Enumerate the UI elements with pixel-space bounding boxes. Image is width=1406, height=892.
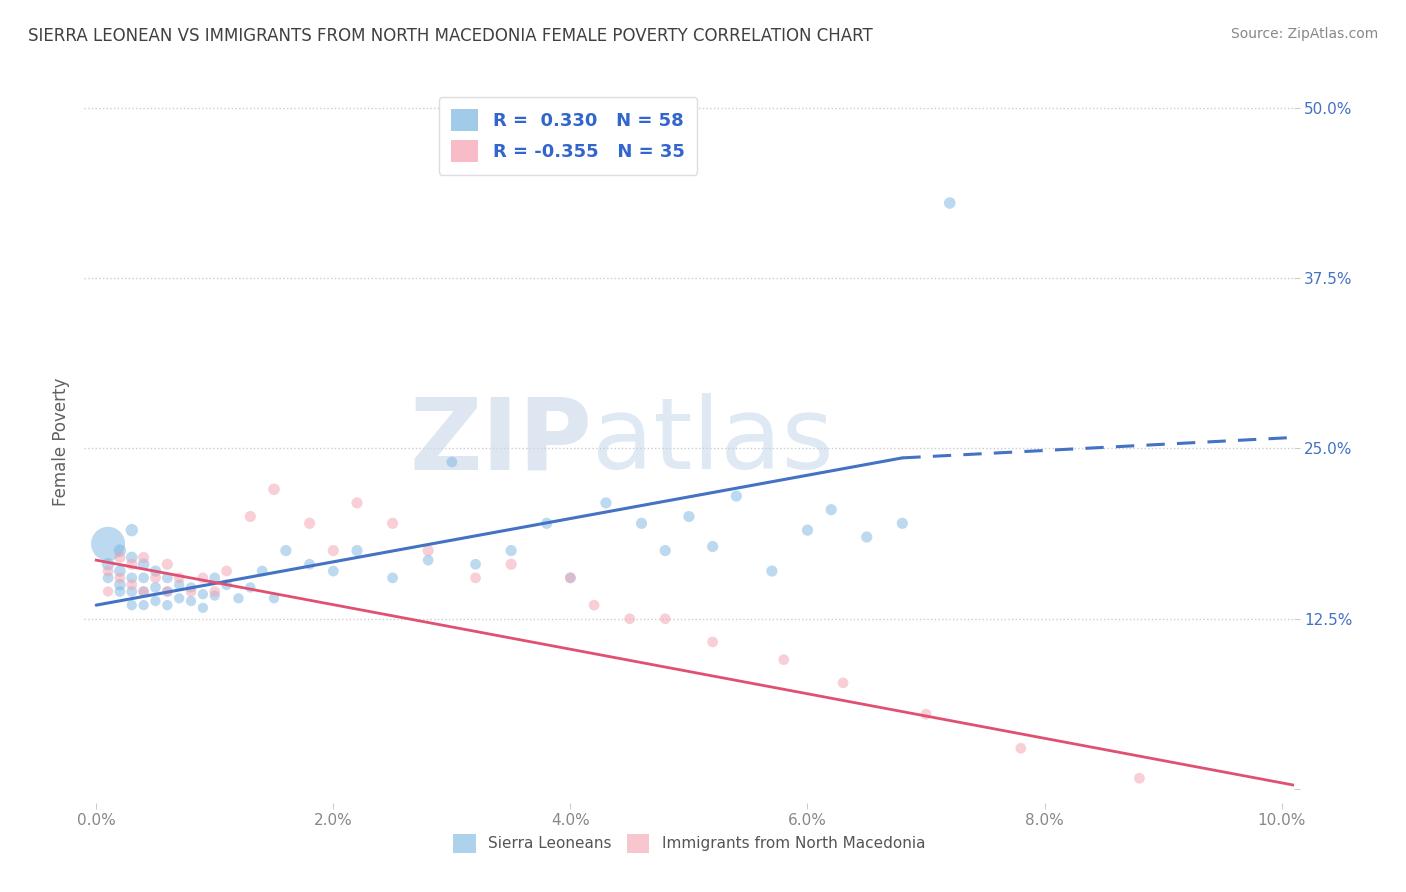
Point: [191, 571, 214, 585]
Point: [346, 496, 368, 510]
Point: [418, 543, 440, 558]
Point: [536, 516, 558, 531]
Point: [97, 558, 120, 572]
Point: [1128, 771, 1150, 785]
Point: [619, 612, 641, 626]
Point: [263, 482, 285, 496]
Point: [180, 584, 202, 599]
Point: [145, 571, 167, 585]
Point: [832, 676, 855, 690]
Point: [250, 564, 273, 578]
Point: [121, 558, 143, 572]
Point: [108, 543, 131, 558]
Point: [381, 571, 404, 585]
Point: [132, 584, 155, 599]
Point: [132, 571, 155, 585]
Point: [560, 571, 582, 585]
Point: [263, 591, 285, 606]
Point: [654, 543, 676, 558]
Point: [167, 591, 190, 606]
Point: [239, 509, 262, 524]
Point: [132, 558, 155, 572]
Point: [501, 558, 523, 572]
Point: [97, 537, 120, 551]
Point: [132, 584, 155, 599]
Point: [167, 577, 190, 591]
Point: [204, 589, 226, 603]
Point: [204, 584, 226, 599]
Point: [381, 516, 404, 531]
Point: [156, 584, 179, 599]
Point: [630, 516, 652, 531]
Text: Source: ZipAtlas.com: Source: ZipAtlas.com: [1230, 27, 1378, 41]
Point: [97, 564, 120, 578]
Point: [156, 598, 179, 612]
Y-axis label: Female Poverty: Female Poverty: [52, 377, 70, 506]
Point: [145, 581, 167, 595]
Point: [180, 594, 202, 608]
Text: SIERRA LEONEAN VS IMMIGRANTS FROM NORTH MACEDONIA FEMALE POVERTY CORRELATION CHA: SIERRA LEONEAN VS IMMIGRANTS FROM NORTH …: [28, 27, 873, 45]
Point: [678, 509, 700, 524]
Point: [121, 523, 143, 537]
Point: [1010, 741, 1032, 756]
Point: [132, 550, 155, 565]
Point: [464, 571, 486, 585]
Point: [156, 558, 179, 572]
Point: [228, 591, 250, 606]
Point: [121, 584, 143, 599]
Point: [108, 571, 131, 585]
Point: [204, 571, 226, 585]
Point: [938, 196, 960, 211]
Point: [121, 550, 143, 565]
Point: [132, 598, 155, 612]
Point: [145, 594, 167, 608]
Point: [180, 581, 202, 595]
Point: [298, 516, 321, 531]
Point: [418, 553, 440, 567]
Text: ZIP: ZIP: [409, 393, 592, 490]
Point: [855, 530, 877, 544]
Point: [156, 584, 179, 599]
Point: [156, 571, 179, 585]
Point: [322, 543, 344, 558]
Point: [121, 577, 143, 591]
Point: [108, 577, 131, 591]
Point: [215, 577, 238, 591]
Point: [583, 598, 606, 612]
Point: [108, 564, 131, 578]
Point: [121, 598, 143, 612]
Point: [97, 584, 120, 599]
Point: [322, 564, 344, 578]
Point: [121, 571, 143, 585]
Point: [702, 635, 724, 649]
Point: [108, 584, 131, 599]
Point: [298, 558, 321, 572]
Point: [167, 571, 190, 585]
Point: [654, 612, 676, 626]
Point: [239, 581, 262, 595]
Point: [108, 550, 131, 565]
Legend: Sierra Leoneans, Immigrants from North Macedonia: Sierra Leoneans, Immigrants from North M…: [446, 826, 932, 860]
Point: [346, 543, 368, 558]
Point: [772, 653, 794, 667]
Point: [560, 571, 582, 585]
Point: [915, 707, 938, 722]
Point: [191, 587, 214, 601]
Point: [761, 564, 783, 578]
Point: [215, 564, 238, 578]
Text: atlas: atlas: [592, 393, 834, 490]
Point: [464, 558, 486, 572]
Point: [702, 540, 724, 554]
Point: [145, 564, 167, 578]
Point: [274, 543, 297, 558]
Point: [501, 543, 523, 558]
Point: [725, 489, 748, 503]
Point: [97, 571, 120, 585]
Point: [891, 516, 914, 531]
Point: [191, 600, 214, 615]
Point: [595, 496, 617, 510]
Point: [796, 523, 818, 537]
Point: [820, 502, 842, 516]
Point: [440, 455, 463, 469]
